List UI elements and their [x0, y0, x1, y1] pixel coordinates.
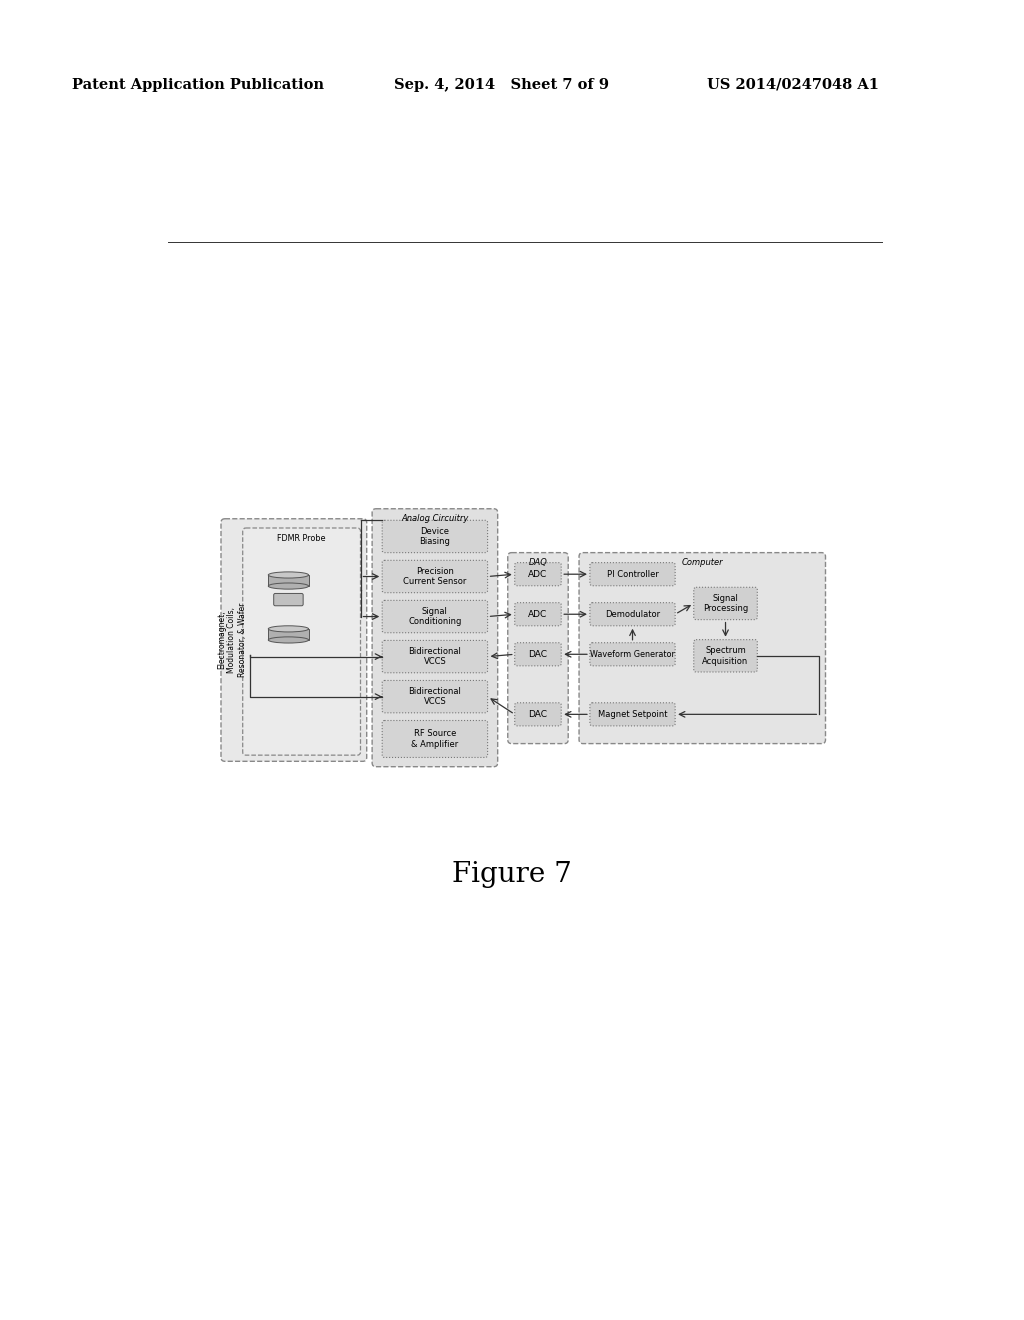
FancyBboxPatch shape [382, 640, 487, 673]
FancyBboxPatch shape [382, 721, 487, 758]
Text: Waveform Generator: Waveform Generator [590, 649, 675, 659]
Text: Figure 7: Figure 7 [452, 862, 572, 888]
Text: Bidirectional
VCCS: Bidirectional VCCS [409, 686, 462, 706]
Text: Bidirectional
VCCS: Bidirectional VCCS [409, 647, 462, 667]
FancyBboxPatch shape [693, 640, 758, 672]
FancyBboxPatch shape [515, 562, 561, 586]
Text: Device
Biasing: Device Biasing [420, 527, 451, 546]
FancyBboxPatch shape [590, 702, 675, 726]
Bar [268, 628, 308, 640]
FancyBboxPatch shape [693, 587, 758, 619]
Text: Patent Application Publication: Patent Application Publication [72, 78, 324, 92]
Text: ADC: ADC [528, 570, 548, 578]
Bar [268, 576, 308, 586]
FancyBboxPatch shape [590, 603, 675, 626]
Text: Electromagnet,
Modulation Coils,
Resonator, & Wafer: Electromagnet, Modulation Coils, Resonat… [217, 603, 247, 677]
Text: Spectrum
Acquisition: Spectrum Acquisition [702, 645, 749, 665]
Ellipse shape [268, 626, 308, 632]
FancyBboxPatch shape [515, 702, 561, 726]
FancyBboxPatch shape [515, 643, 561, 665]
FancyBboxPatch shape [221, 519, 367, 762]
FancyBboxPatch shape [590, 643, 675, 665]
Text: Sep. 4, 2014   Sheet 7 of 9: Sep. 4, 2014 Sheet 7 of 9 [394, 78, 609, 92]
Text: DAC: DAC [528, 710, 548, 719]
Text: Signal
Processing: Signal Processing [702, 594, 749, 614]
Ellipse shape [268, 583, 308, 589]
Text: Precision
Current Sensor: Precision Current Sensor [403, 566, 467, 586]
Text: DAQ: DAQ [528, 558, 548, 568]
Text: Signal
Conditioning: Signal Conditioning [409, 607, 462, 626]
FancyBboxPatch shape [382, 520, 487, 553]
Text: Demodulator: Demodulator [605, 610, 660, 619]
FancyBboxPatch shape [382, 681, 487, 713]
FancyBboxPatch shape [243, 528, 360, 755]
Text: FDMR Probe: FDMR Probe [278, 535, 326, 544]
Text: Analog Circuitry: Analog Circuitry [401, 515, 469, 523]
FancyBboxPatch shape [372, 508, 498, 767]
FancyBboxPatch shape [382, 560, 487, 593]
Text: Computer: Computer [681, 558, 723, 568]
Text: RF Source
& Amplifier: RF Source & Amplifier [412, 729, 459, 748]
FancyBboxPatch shape [579, 553, 825, 743]
Text: ADC: ADC [528, 610, 548, 619]
Text: PI Controller: PI Controller [606, 570, 658, 578]
FancyBboxPatch shape [590, 562, 675, 586]
Text: DAC: DAC [528, 649, 548, 659]
FancyBboxPatch shape [273, 594, 303, 606]
FancyBboxPatch shape [382, 601, 487, 632]
FancyBboxPatch shape [508, 553, 568, 743]
FancyBboxPatch shape [515, 603, 561, 626]
Ellipse shape [268, 572, 308, 578]
Text: Magnet Setpoint: Magnet Setpoint [598, 710, 668, 719]
Text: US 2014/0247048 A1: US 2014/0247048 A1 [707, 78, 879, 92]
Ellipse shape [268, 636, 308, 643]
